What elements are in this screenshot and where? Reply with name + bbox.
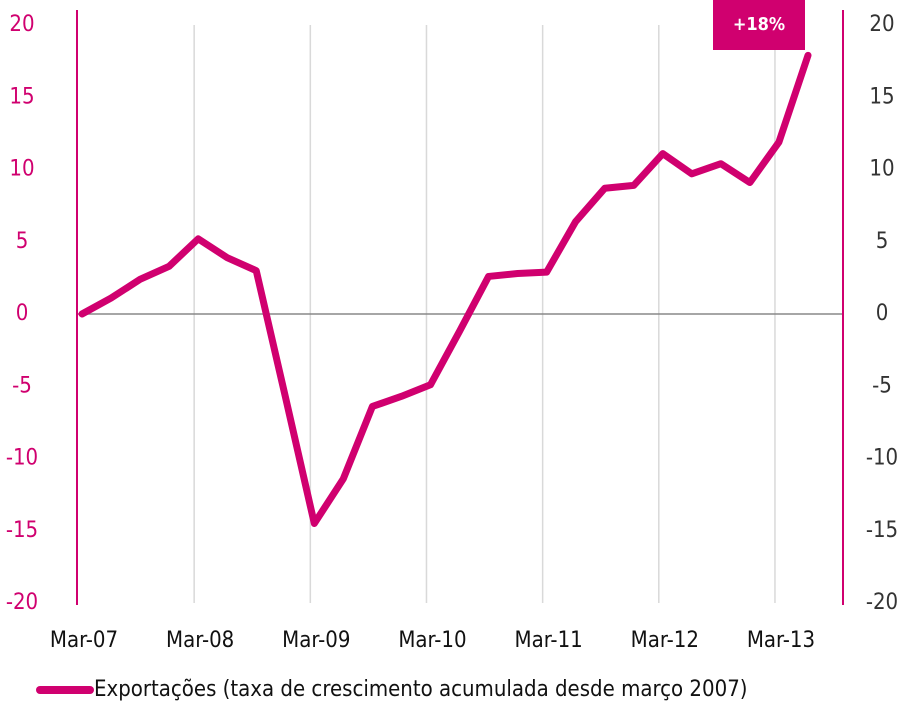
y2-tick-label: 10 [869, 157, 894, 182]
y2-tick-label: 20 [869, 12, 894, 37]
y2-tick-label: 5 [876, 229, 889, 254]
y2-tick-label: -20 [866, 590, 898, 615]
x-tick-label: Mar-08 [166, 628, 234, 653]
y-tick-label: -15 [6, 518, 38, 543]
y2-tick-label: -15 [866, 518, 898, 543]
x-tick-label: Mar-13 [747, 628, 815, 653]
y-tick-label: -20 [6, 590, 38, 615]
x-tick-label: Mar-10 [398, 628, 466, 653]
y-tick-label: -10 [6, 446, 38, 471]
y-tick-label: 15 [9, 84, 34, 109]
x-tick-label: Mar-09 [282, 628, 350, 653]
y-tick-label: 5 [16, 229, 29, 254]
annotation-box [713, 0, 805, 50]
y-tick-label: -5 [12, 373, 32, 398]
y2-tick-label: 15 [869, 84, 894, 109]
x-tick-label: Mar-12 [631, 628, 699, 653]
x-tick-label: Mar-07 [50, 628, 118, 653]
y-tick-label: 10 [9, 157, 34, 182]
annotation: +18% [733, 14, 785, 35]
legend-label: Exportações (taxa de crescimento acumula… [94, 677, 748, 702]
y-tick-label: 20 [9, 12, 34, 37]
y2-tick-label: -10 [866, 446, 898, 471]
y-tick-label: 0 [16, 301, 29, 326]
x-tick-label: Mar-11 [515, 628, 583, 653]
y2-tick-label: -5 [872, 373, 892, 398]
series-line [78, 51, 812, 528]
y2-tick-label: 0 [876, 301, 889, 326]
